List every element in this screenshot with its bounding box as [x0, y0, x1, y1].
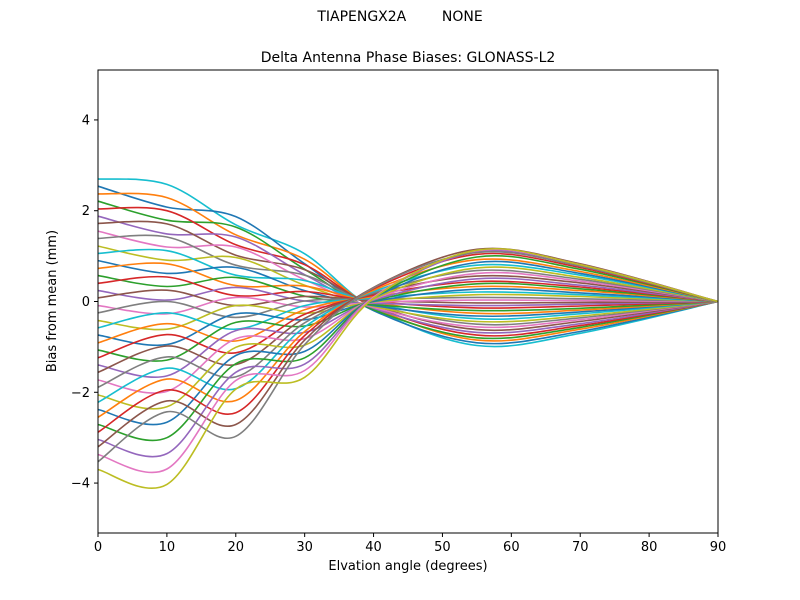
y-axis-label: Bias from mean (mm): [45, 229, 60, 373]
figure-suptitle: TIAPENGX2A NONE: [317, 9, 483, 25]
x-tick-label: 10: [159, 540, 176, 555]
y-tick-label: −4: [71, 477, 90, 492]
y-tick-label: 4: [82, 113, 90, 128]
x-tick-label: 80: [641, 540, 658, 555]
series-line-33: [97, 254, 719, 442]
series-line-20: [97, 291, 719, 331]
series-line-36: [97, 247, 719, 448]
y-tick-label: 2: [82, 204, 90, 219]
series-line-22: [97, 285, 719, 344]
series-line-31: [97, 260, 719, 426]
x-tick-label: 0: [94, 540, 102, 555]
x-tick-label: 40: [365, 540, 382, 555]
series-line-39: [97, 247, 719, 490]
series-line-16: [97, 289, 719, 307]
x-tick-label: 20: [228, 540, 245, 555]
x-tick-label: 30: [296, 540, 313, 555]
x-tick-label: 70: [572, 540, 589, 555]
chart-title: Delta Antenna Phase Biases: GLONASS-L2: [260, 50, 556, 66]
y-tick-label: 0: [82, 295, 90, 310]
y-tick-label: −2: [71, 386, 90, 401]
x-tick-label: 50: [434, 540, 451, 555]
x-tick-label: 60: [503, 540, 520, 555]
series-line-38: [97, 250, 719, 463]
x-axis-label: Elvation angle (degrees): [328, 559, 488, 574]
x-tick-label: 90: [710, 540, 727, 555]
